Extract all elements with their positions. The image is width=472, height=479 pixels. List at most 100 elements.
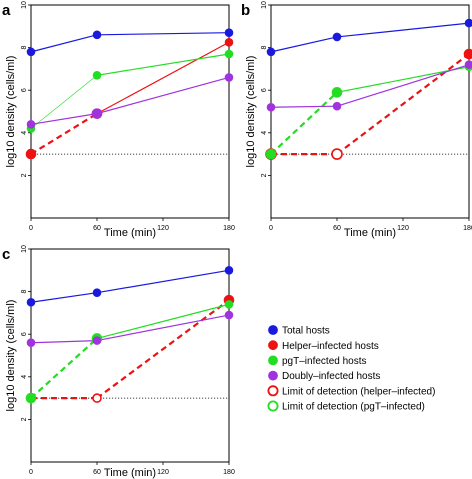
data-point xyxy=(331,87,343,98)
x-tick-label: 120 xyxy=(397,225,409,232)
data-point xyxy=(224,49,234,59)
legend-label: Doubly–infected hosts xyxy=(282,371,380,382)
y-axis-label: log10 density (cells/ml) xyxy=(245,56,257,168)
legend: Total hosts Helper–infected hosts pgT–infe… xyxy=(267,325,435,413)
series-line-segment xyxy=(336,22,470,38)
data-point xyxy=(224,265,234,275)
legend-marker xyxy=(268,370,278,381)
series-line-segment xyxy=(96,53,230,76)
data-point xyxy=(224,37,234,47)
legend-marker xyxy=(268,340,278,351)
legend-label: Helper–infected hosts xyxy=(282,341,379,352)
y-axis-label: log10 density (cells/ml) xyxy=(5,300,17,412)
series-line-segment xyxy=(30,339,98,344)
data-point xyxy=(224,28,234,37)
x-axis-label: Time (min) xyxy=(344,227,396,239)
series-line-segment xyxy=(96,41,230,115)
data-point xyxy=(331,148,343,160)
y-tick-label: 6 xyxy=(21,88,28,92)
data-point xyxy=(332,32,342,42)
data-point xyxy=(92,288,102,297)
y-tick-label: 10 xyxy=(21,1,28,9)
x-tick-label: 0 xyxy=(269,225,273,232)
x-tick-label: 180 xyxy=(463,225,472,232)
chart-panel-a: a 2 4 6 8 10 0 60 120 180 Time (min) log10 density … xyxy=(2,1,235,239)
x-tick-label: 0 xyxy=(29,225,33,232)
series-line-segment xyxy=(270,105,338,108)
x-tick-label: 0 xyxy=(29,469,33,476)
series-line-segment xyxy=(30,34,98,53)
series-line-segment xyxy=(30,75,98,129)
plot-frame xyxy=(270,4,470,219)
y-axis-label: log10 density (cells/ml) xyxy=(5,56,17,168)
y-tick-label: 6 xyxy=(261,88,268,92)
plot-frame xyxy=(30,4,230,219)
data-point xyxy=(265,148,277,160)
data-point xyxy=(266,47,276,57)
panel-letter: a xyxy=(2,2,11,19)
series-line-segment xyxy=(270,36,338,53)
series-line-segment xyxy=(336,64,470,107)
y-tick-label: 8 xyxy=(21,46,28,50)
data-point xyxy=(266,102,276,112)
plot-frame xyxy=(30,248,230,463)
data-point xyxy=(464,18,472,28)
legend-marker-open xyxy=(267,385,279,397)
data-point xyxy=(26,297,36,307)
data-point xyxy=(91,108,103,119)
y-tick-label: 2 xyxy=(261,173,268,177)
x-axis-label: Time (min) xyxy=(104,227,156,239)
y-tick-label: 2 xyxy=(21,417,28,421)
x-axis-label: Time (min) xyxy=(104,467,156,479)
x-tick-label: 120 xyxy=(157,469,169,476)
legend-label: Limit of detection (helper–infected) xyxy=(282,386,435,397)
x-tick-label: 120 xyxy=(157,225,169,232)
series-line-segment xyxy=(96,314,230,342)
y-tick-label: 8 xyxy=(261,46,268,50)
data-point xyxy=(224,310,234,320)
legend-marker xyxy=(268,355,278,366)
series-line-segment xyxy=(96,269,230,294)
data-point xyxy=(92,336,102,345)
y-tick-label: 4 xyxy=(21,131,28,135)
panel-letter: b xyxy=(241,2,250,19)
x-tick-label: 180 xyxy=(223,225,235,232)
x-tick-label: 60 xyxy=(333,225,341,232)
series-line-segment xyxy=(270,91,338,155)
y-tick-label: 10 xyxy=(261,1,268,9)
chart-panel-c: c 2 4 6 8 10 0 60 120 180 Time (min) log10 density … xyxy=(2,245,235,479)
y-tick-label: 6 xyxy=(21,332,28,336)
y-tick-label: 8 xyxy=(21,290,28,294)
y-tick-label: 10 xyxy=(21,245,28,253)
y-tick-label: 4 xyxy=(21,375,28,379)
panel-letter: c xyxy=(2,246,10,263)
y-tick-label: 2 xyxy=(21,173,28,177)
data-point xyxy=(224,300,234,309)
series-line-segment xyxy=(30,292,98,303)
data-point xyxy=(25,148,37,160)
series-line-segment xyxy=(30,337,98,399)
data-point xyxy=(25,392,37,404)
series-line-segment xyxy=(96,76,230,115)
data-point xyxy=(92,70,102,80)
legend-marker-open xyxy=(267,400,279,412)
legend-label: pgT–infected hosts xyxy=(282,356,367,367)
legend-label: Total hosts xyxy=(282,326,330,337)
data-point xyxy=(26,119,36,129)
series-line-segment xyxy=(30,112,98,156)
legend-marker xyxy=(268,325,278,335)
series-line-segment xyxy=(96,303,230,340)
series-line-segment xyxy=(336,53,470,155)
y-tick-label: 4 xyxy=(261,131,268,135)
data-point xyxy=(464,60,472,69)
series-line-segment xyxy=(96,299,230,399)
series-line-segment xyxy=(96,32,230,36)
legend-label: Limit of detection (pgT–infected) xyxy=(282,402,425,413)
data-point xyxy=(92,30,102,40)
x-tick-label: 60 xyxy=(93,225,101,232)
data-point xyxy=(224,73,234,82)
chart-panel-b: b 2 4 6 8 10 0 60 120 180 Time (min) log10 density … xyxy=(241,1,472,239)
data-point xyxy=(332,101,342,111)
data-point xyxy=(26,338,36,348)
